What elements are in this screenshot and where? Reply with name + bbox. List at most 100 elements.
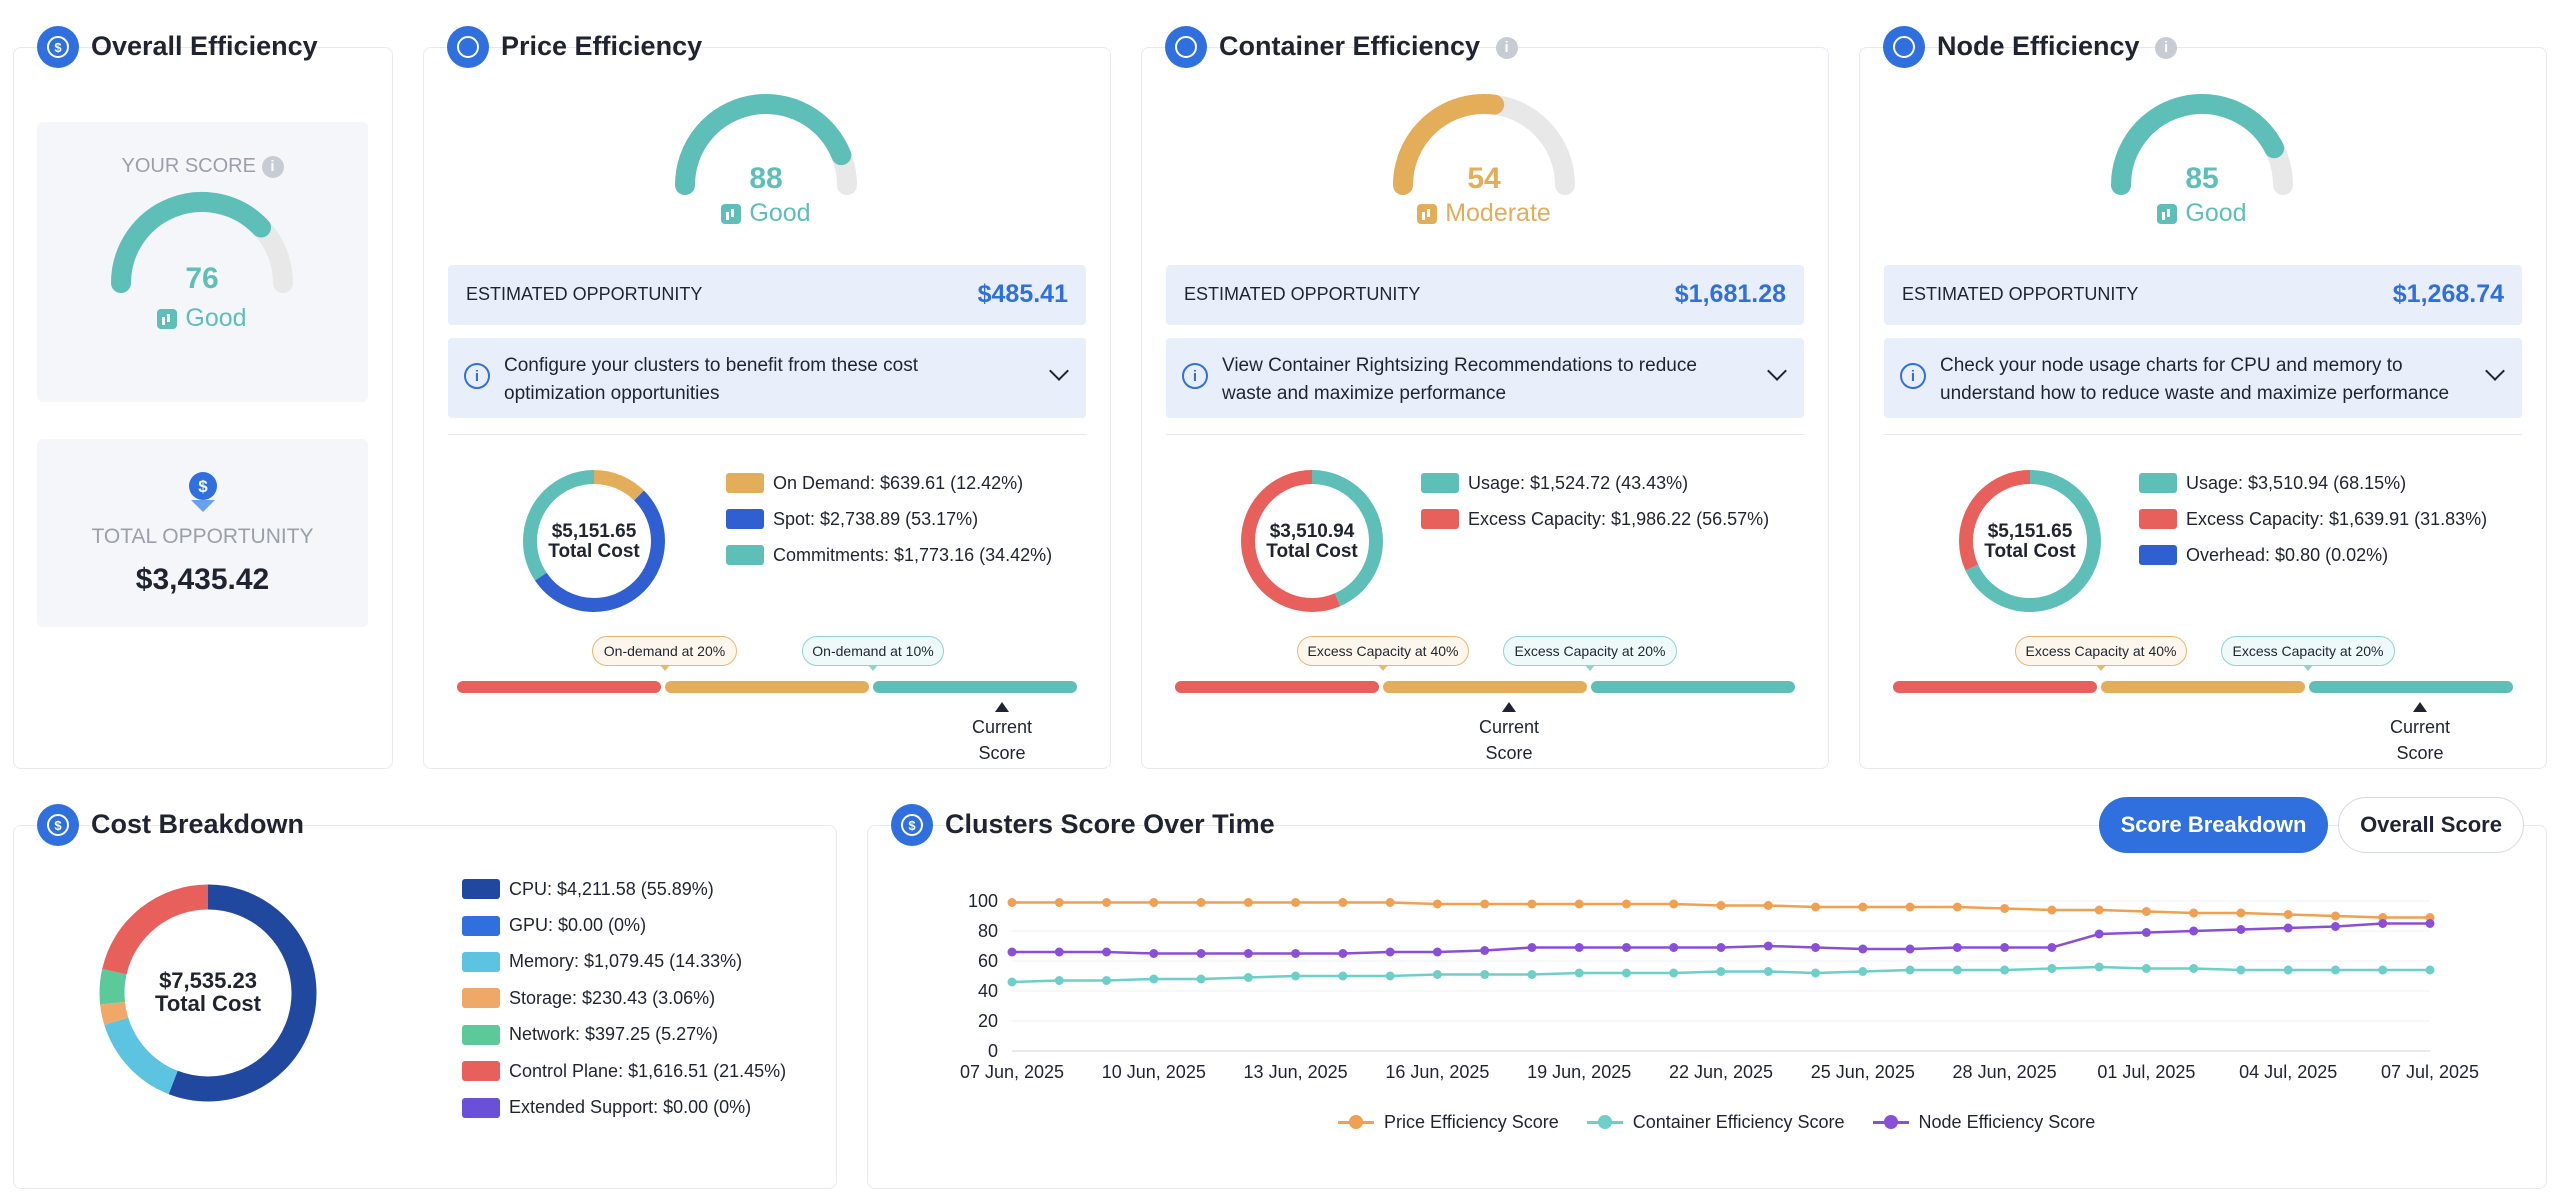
legend-item-price[interactable]: Price Efficiency Score [1338, 1112, 1559, 1133]
data-point[interactable] [2141, 928, 2151, 937]
data-point[interactable] [1621, 968, 1631, 978]
data-point[interactable] [2425, 919, 2435, 928]
data-point[interactable] [1952, 965, 1962, 975]
data-point[interactable] [2330, 965, 2340, 975]
data-point[interactable] [1385, 947, 1395, 957]
chevron-down-icon[interactable] [1049, 361, 1069, 381]
data-point[interactable] [1669, 968, 1679, 978]
data-point[interactable] [1480, 970, 1490, 979]
data-point[interactable] [1858, 944, 1868, 954]
data-point[interactable] [1952, 943, 1962, 952]
data-point[interactable] [1196, 898, 1206, 907]
data-point[interactable] [2189, 908, 2199, 918]
data-point[interactable] [1385, 898, 1395, 907]
legend-item-node[interactable]: Node Efficiency Score [1872, 1112, 2095, 1133]
data-point[interactable] [1858, 967, 1868, 976]
data-point[interactable] [1432, 970, 1442, 979]
data-point[interactable] [1952, 902, 1962, 912]
data-point[interactable] [1149, 949, 1159, 958]
data-point[interactable] [2047, 905, 2057, 915]
data-point[interactable] [1527, 970, 1537, 979]
data-point[interactable] [2283, 910, 2293, 919]
data-point[interactable] [2330, 922, 2340, 931]
data-point[interactable] [1432, 899, 1442, 909]
data-point[interactable] [1054, 947, 1064, 957]
data-point[interactable] [1527, 943, 1537, 952]
data-point[interactable] [2236, 925, 2246, 934]
data-point[interactable] [1243, 949, 1253, 958]
data-point[interactable] [1291, 971, 1301, 981]
data-point[interactable] [1243, 973, 1253, 982]
data-point[interactable] [2330, 911, 2340, 921]
data-point[interactable] [2000, 943, 2010, 952]
data-point[interactable] [2047, 964, 2057, 973]
legend-item-container[interactable]: Container Efficiency Score [1586, 1112, 1845, 1133]
data-point[interactable] [2094, 929, 2104, 939]
data-point[interactable] [1621, 943, 1631, 952]
data-point[interactable] [1007, 898, 1017, 907]
data-point[interactable] [2000, 965, 2010, 975]
data-point[interactable] [1480, 899, 1490, 909]
data-point[interactable] [1291, 898, 1301, 907]
data-point[interactable] [1196, 949, 1206, 958]
data-point[interactable] [2283, 965, 2293, 975]
data-point[interactable] [1763, 967, 1773, 976]
data-point[interactable] [1763, 941, 1773, 951]
container-note[interactable]: i View Container Rightsizing Recommendat… [1166, 338, 1804, 418]
data-point[interactable] [1574, 899, 1584, 909]
data-point[interactable] [1291, 949, 1301, 958]
data-point[interactable] [1905, 965, 1915, 975]
data-point[interactable] [1811, 968, 1821, 978]
info-icon[interactable]: i [1495, 36, 1518, 59]
score-breakdown-button[interactable]: Score Breakdown [2099, 797, 2328, 853]
price-note[interactable]: i Configure your clusters to benefit fro… [448, 338, 1086, 418]
data-point[interactable] [2283, 923, 2293, 933]
data-point[interactable] [1858, 902, 1868, 912]
data-point[interactable] [2094, 962, 2104, 972]
data-point[interactable] [2000, 904, 2010, 913]
data-point[interactable] [1905, 902, 1915, 912]
data-point[interactable] [1905, 944, 1915, 954]
node-note[interactable]: i Check your node usage charts for CPU a… [1884, 338, 2522, 418]
data-point[interactable] [2047, 943, 2057, 952]
data-point[interactable] [2378, 919, 2388, 928]
chevron-down-icon[interactable] [2485, 361, 2505, 381]
data-point[interactable] [1338, 971, 1348, 981]
data-point[interactable] [1669, 899, 1679, 909]
data-point[interactable] [1102, 898, 1112, 907]
data-point[interactable] [1811, 902, 1821, 912]
data-point[interactable] [1338, 949, 1348, 958]
data-point[interactable] [1527, 899, 1537, 909]
data-point[interactable] [1574, 943, 1584, 952]
data-point[interactable] [2189, 926, 2199, 936]
data-point[interactable] [2189, 964, 2199, 973]
data-point[interactable] [1054, 898, 1064, 907]
data-point[interactable] [2378, 965, 2388, 975]
info-icon[interactable]: i [2155, 36, 2178, 59]
data-point[interactable] [1811, 943, 1821, 952]
data-point[interactable] [1574, 968, 1584, 978]
data-point[interactable] [1196, 974, 1206, 984]
data-point[interactable] [2141, 964, 2151, 973]
data-point[interactable] [1669, 943, 1679, 952]
data-point[interactable] [1432, 947, 1442, 957]
data-point[interactable] [2236, 965, 2246, 975]
data-point[interactable] [2141, 907, 2151, 916]
data-point[interactable] [1102, 976, 1112, 985]
data-point[interactable] [1338, 898, 1348, 907]
data-point[interactable] [1621, 899, 1631, 909]
data-point[interactable] [1149, 974, 1159, 984]
chevron-down-icon[interactable] [1767, 361, 1787, 381]
data-point[interactable] [1007, 977, 1017, 987]
overall-score-button[interactable]: Overall Score [2338, 797, 2524, 853]
data-point[interactable] [1716, 901, 1726, 910]
data-point[interactable] [1763, 901, 1773, 910]
data-point[interactable] [1149, 898, 1159, 907]
data-point[interactable] [1716, 943, 1726, 952]
data-point[interactable] [1243, 898, 1253, 907]
data-point[interactable] [1716, 967, 1726, 976]
data-point[interactable] [1054, 976, 1064, 985]
data-point[interactable] [1102, 947, 1112, 957]
info-icon[interactable]: i [261, 155, 284, 178]
data-point[interactable] [2236, 908, 2246, 918]
